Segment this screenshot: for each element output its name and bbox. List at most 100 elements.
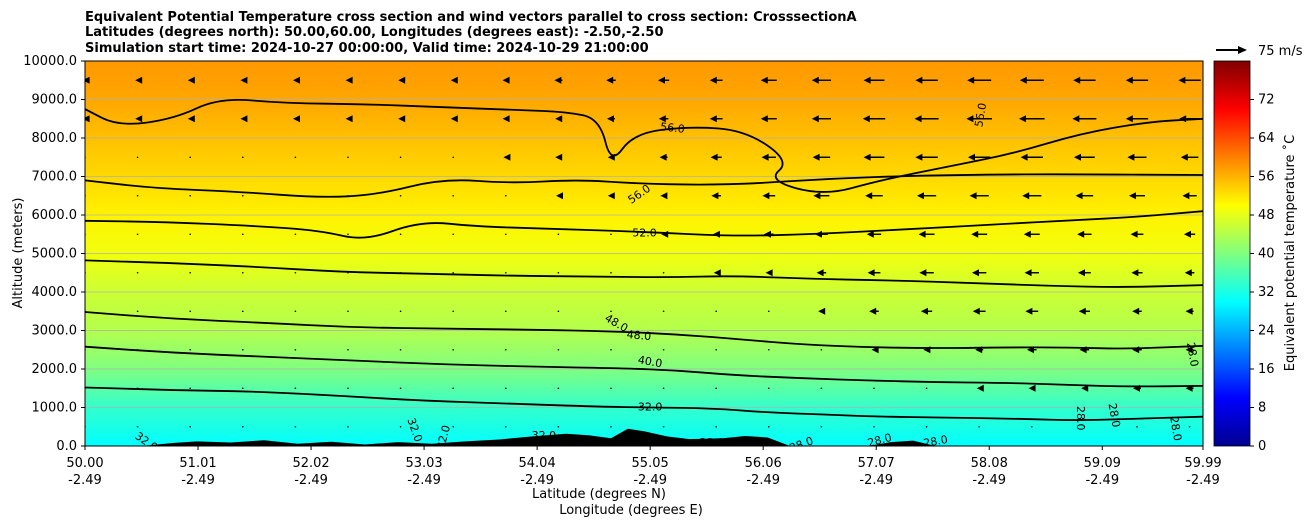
contour-label: 32.0 <box>434 424 453 451</box>
wind-vector-head <box>1081 384 1089 392</box>
wind-vector <box>136 387 139 390</box>
wind-vector-head <box>865 192 873 200</box>
wind-vector-head <box>1019 76 1027 84</box>
wind-vector-head <box>866 230 874 238</box>
wind-vector-head <box>1077 230 1085 238</box>
wind-vector-head <box>1077 269 1085 277</box>
wind-vector <box>452 425 454 428</box>
wind-vector <box>189 194 191 197</box>
wind-vector-head <box>1179 115 1187 123</box>
wind-vector <box>347 156 349 159</box>
wind-vector <box>294 310 297 313</box>
contours <box>85 98 1203 421</box>
wind-vector <box>557 425 560 428</box>
wind-vector-head <box>1127 153 1135 161</box>
x-tick-label-lon: -2.49 <box>972 473 1006 488</box>
wind-vector-head <box>1185 384 1193 392</box>
wind-vector <box>189 271 191 274</box>
wind-vector <box>662 310 665 313</box>
wind-vector <box>820 387 823 390</box>
wind-vector-head <box>812 153 820 161</box>
wind-vector <box>347 194 349 197</box>
wind-vector-head <box>1075 192 1083 200</box>
colorbar-tick-label: 48 <box>1258 208 1275 223</box>
wind-vector-head <box>657 76 665 84</box>
wind-vector-head <box>765 269 773 277</box>
wind-vector-head <box>450 115 458 123</box>
wind-vector-head <box>450 76 458 84</box>
wind-vector-head <box>709 115 717 123</box>
wind-vector-head <box>915 153 923 161</box>
wind-vector-head <box>554 76 562 84</box>
colorbar-ticks: 0 8 16 24 32 40 48 56 64 72 <box>1250 93 1275 454</box>
wind-vector-head <box>976 384 984 392</box>
wind-vector-head <box>607 153 615 161</box>
wind-vector-head <box>760 115 768 123</box>
x-tick-label-lat: 53.03 <box>405 456 442 471</box>
contour-label: 28.0 <box>699 436 724 449</box>
wind-vector-head <box>762 192 770 200</box>
wind-vector <box>820 425 823 428</box>
y-tick-label: 2000.0 <box>32 362 78 377</box>
wind-vector <box>662 348 665 351</box>
wind-vector-head <box>659 153 667 161</box>
x-tick-label-lat: 58.08 <box>971 456 1008 471</box>
wind-vector <box>715 310 717 313</box>
wind-vector-head <box>1125 76 1133 84</box>
wind-vector-head <box>555 192 563 200</box>
contour-label: 28.0 <box>1167 416 1184 442</box>
wind-vector-head <box>862 115 870 123</box>
wind-vector <box>189 425 191 428</box>
wind-vector-head <box>1072 115 1080 123</box>
x-tick-label-lat: 56.06 <box>745 456 782 471</box>
wind-vector <box>241 233 244 236</box>
chart-title-line-3: Simulation start time: 2024-10-27 00:00:… <box>85 41 649 56</box>
wind-reference-label: 75 m/s <box>1258 44 1303 59</box>
wind-vector <box>610 348 612 351</box>
wind-vector <box>241 387 244 390</box>
wind-vector <box>136 194 139 197</box>
y-axis-ticks: 0.0 1000.0 2000.0 3000.0 4000.0 5000.0 6000.0 7… <box>23 54 85 454</box>
wind-vector-head <box>292 115 300 123</box>
contour-label: 28.0 <box>1106 402 1123 428</box>
wind-vector <box>399 310 402 313</box>
wind-vector-head <box>914 115 922 123</box>
y-tick-label: 5000.0 <box>32 247 78 262</box>
wind-vector-head <box>606 76 614 84</box>
wind-vector-head <box>660 192 668 200</box>
wind-vector <box>504 425 507 428</box>
wind-vector <box>452 348 454 351</box>
wind-vector-head <box>135 115 143 123</box>
wind-vector <box>347 310 349 313</box>
wind-vector-head <box>1028 384 1036 392</box>
wind-vector <box>452 387 454 390</box>
x-tick-label-lat: 50.00 <box>66 456 103 471</box>
contour-line-48.0 <box>85 311 1203 350</box>
wind-vector <box>347 271 349 274</box>
wind-vector-head <box>398 76 406 84</box>
wind-vector <box>557 233 560 236</box>
x-tick-label-lon: -2.49 <box>68 473 102 488</box>
wind-vector-head <box>971 269 979 277</box>
wind-vector-head <box>607 192 615 200</box>
contour-line-52.0 <box>85 259 1203 288</box>
contour-line-32.0 <box>85 386 1203 421</box>
wind-vector <box>294 233 297 236</box>
wind-vector <box>1136 425 1138 428</box>
wind-vector-head <box>1185 346 1193 354</box>
wind-vector-head <box>816 269 824 277</box>
wind-vector-head <box>923 346 931 354</box>
wind-vector-head <box>345 76 353 84</box>
wind-vector-head <box>712 230 720 238</box>
x-tick-label-lon: -2.49 <box>1186 473 1220 488</box>
wind-vector <box>452 194 454 197</box>
x-axis-ticks: 50.00 -2.49 51.01 -2.49 52.02 -2.49 53.03 -2.49… <box>66 446 1222 488</box>
wind-vector <box>610 271 612 274</box>
wind-vector <box>241 348 244 351</box>
wind-vector <box>136 348 139 351</box>
contour-label: 48.0 <box>626 328 652 343</box>
x-tick-label-lat: 54.04 <box>519 456 556 471</box>
wind-vector-head <box>709 76 717 84</box>
wind-vectors <box>85 76 1201 428</box>
wind-vector <box>241 194 244 197</box>
